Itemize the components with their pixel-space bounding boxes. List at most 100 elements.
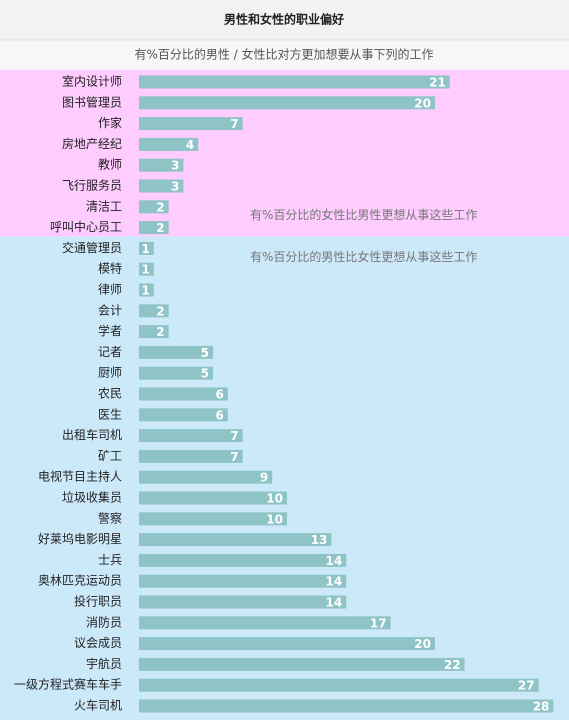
bar xyxy=(139,408,228,422)
bar xyxy=(139,221,169,235)
value-label: 28 xyxy=(533,700,550,714)
category-label: 垃圾收集员 xyxy=(62,490,122,505)
category-label: 房地产经纪 xyxy=(62,136,122,151)
bar xyxy=(139,325,169,339)
bar xyxy=(139,637,435,651)
value-label: 7 xyxy=(230,117,238,131)
category-label: 奥林匹克运动员 xyxy=(38,574,122,588)
value-label: 6 xyxy=(215,408,223,422)
category-label: 警察 xyxy=(98,510,122,525)
subtitle-bar xyxy=(0,40,569,70)
value-label: 14 xyxy=(325,554,342,568)
group-annotation: 有%百分比的男性比女性更想从事这些工作 xyxy=(250,249,477,264)
value-label: 3 xyxy=(171,180,179,194)
value-label: 7 xyxy=(230,429,238,443)
bar xyxy=(139,200,169,214)
bar xyxy=(139,262,154,276)
category-label: 医生 xyxy=(98,407,122,421)
chart-subtitle: 有%百分比的男性 / 女性比对方更加想要从事下列的工作 xyxy=(134,47,433,62)
value-label: 14 xyxy=(325,575,342,589)
bar xyxy=(139,137,199,151)
category-label: 作家 xyxy=(98,115,122,130)
category-label: 模特 xyxy=(98,261,122,276)
value-label: 17 xyxy=(370,616,387,630)
category-label: 室内设计师 xyxy=(62,74,122,89)
category-label: 清洁工 xyxy=(86,199,122,213)
category-label: 教师 xyxy=(98,157,122,172)
value-label: 3 xyxy=(171,159,179,173)
value-label: 22 xyxy=(444,658,461,672)
value-label: 5 xyxy=(201,367,209,381)
bar xyxy=(139,179,184,193)
value-label: 10 xyxy=(266,492,283,506)
value-label: 10 xyxy=(266,512,283,526)
chart-title: 男性和女性的职业偏好 xyxy=(224,12,344,27)
bar xyxy=(139,595,347,609)
category-label: 消防员 xyxy=(86,614,122,629)
value-label: 13 xyxy=(311,533,328,547)
category-label: 火车司机 xyxy=(74,698,122,713)
bar xyxy=(139,241,154,255)
value-label: 2 xyxy=(156,221,164,235)
category-label: 宇航员 xyxy=(86,656,122,671)
bar xyxy=(139,158,184,172)
value-label: 9 xyxy=(260,471,268,485)
bar xyxy=(139,283,154,297)
category-label: 投行职员 xyxy=(74,594,122,609)
bar xyxy=(139,678,539,692)
bar xyxy=(139,553,347,567)
value-label: 2 xyxy=(156,200,164,214)
bar xyxy=(139,657,465,671)
bar xyxy=(139,429,243,443)
bar xyxy=(139,304,169,318)
value-label: 1 xyxy=(141,263,149,277)
value-label: 5 xyxy=(201,346,209,360)
bar xyxy=(139,616,391,630)
bar xyxy=(139,574,347,588)
bar xyxy=(139,512,287,526)
value-label: 20 xyxy=(414,637,431,651)
bar xyxy=(139,96,435,110)
bar xyxy=(139,75,450,89)
category-label: 会计 xyxy=(98,303,122,317)
value-label: 7 xyxy=(230,450,238,464)
value-label: 6 xyxy=(215,388,223,402)
category-label: 厨师 xyxy=(98,366,122,380)
bar xyxy=(139,117,243,131)
group-annotation: 有%百分比的女性比男性更想从事这些工作 xyxy=(250,207,477,222)
bar xyxy=(139,345,213,359)
value-label: 20 xyxy=(414,96,431,110)
value-label: 2 xyxy=(156,325,164,339)
category-label: 记者 xyxy=(98,345,122,359)
bar xyxy=(139,699,554,713)
category-label: 好莱坞电影明星 xyxy=(38,531,122,546)
bar xyxy=(139,366,213,380)
category-label: 飞行服务员 xyxy=(62,178,122,193)
bar xyxy=(139,387,228,401)
category-label: 学者 xyxy=(98,323,122,338)
category-label: 律师 xyxy=(98,283,122,297)
category-label: 农民 xyxy=(98,387,122,401)
category-label: 呼叫中心员工 xyxy=(50,219,122,234)
bar xyxy=(139,491,287,505)
value-label: 14 xyxy=(325,596,342,610)
category-label: 交通管理员 xyxy=(62,240,122,255)
category-label: 士兵 xyxy=(98,553,122,567)
value-label: 1 xyxy=(141,284,149,298)
category-label: 一级方程式赛车车手 xyxy=(14,677,122,692)
category-label: 电视节目主持人 xyxy=(38,469,122,484)
bar xyxy=(139,470,273,484)
value-label: 2 xyxy=(156,304,164,318)
bar xyxy=(139,533,332,547)
value-label: 1 xyxy=(141,242,149,256)
category-label: 图书管理员 xyxy=(62,94,122,109)
category-label: 出租车司机 xyxy=(62,427,122,442)
category-label: 矿工 xyxy=(98,449,122,463)
bar xyxy=(139,449,243,463)
value-label: 27 xyxy=(518,679,535,693)
title-bar xyxy=(0,0,569,40)
value-label: 4 xyxy=(186,138,194,152)
category-label: 议会成员 xyxy=(74,636,122,650)
